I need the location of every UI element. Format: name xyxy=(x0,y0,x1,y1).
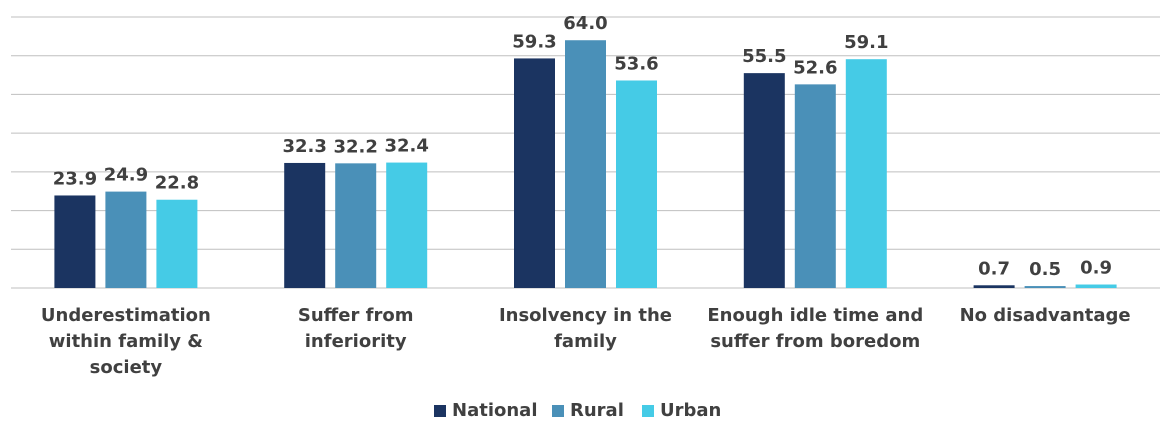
data-label: 32.4 xyxy=(384,136,428,157)
data-label: 53.6 xyxy=(614,53,658,74)
data-label: 23.9 xyxy=(53,168,97,189)
bar xyxy=(514,58,555,288)
bar xyxy=(335,163,377,288)
data-label: 0.5 xyxy=(1029,259,1061,280)
data-label: 59.1 xyxy=(844,32,888,53)
bar xyxy=(973,285,1015,288)
bar xyxy=(156,199,198,288)
data-label: 32.3 xyxy=(282,136,326,157)
bar xyxy=(845,59,887,288)
bar xyxy=(1024,286,1066,288)
x-tick-label: Suffer from inferiority xyxy=(297,305,414,352)
data-label: 52.6 xyxy=(793,57,837,78)
legend-label: National xyxy=(452,400,537,421)
data-label: 55.5 xyxy=(742,46,786,67)
legend-label: Urban xyxy=(660,400,721,421)
bar xyxy=(616,80,657,289)
data-label: 0.7 xyxy=(978,258,1010,279)
data-label: 22.8 xyxy=(155,173,199,194)
bar xyxy=(743,73,785,288)
legend-swatch xyxy=(552,405,564,417)
data-label: 0.9 xyxy=(1080,258,1112,279)
x-tick-label: Enough idle time and suffer from boredom xyxy=(707,305,924,352)
data-label: 59.3 xyxy=(512,31,556,52)
bar xyxy=(386,162,428,288)
data-label: 24.9 xyxy=(104,165,148,186)
bar xyxy=(284,162,326,288)
legend-label: Rural xyxy=(570,400,624,421)
data-label: 32.2 xyxy=(333,136,377,157)
legend-swatch xyxy=(434,405,446,417)
x-tick-label: No disadvantage xyxy=(959,305,1131,326)
legend-swatch xyxy=(642,405,654,417)
bar xyxy=(565,40,606,288)
bar xyxy=(1075,284,1117,288)
data-label: 64.0 xyxy=(563,13,607,34)
x-tick-label: Underestimation within family & society xyxy=(40,305,211,378)
bar xyxy=(794,84,836,288)
bar xyxy=(105,191,147,288)
x-tick-label: Insolvency in the family xyxy=(498,305,673,352)
bar xyxy=(54,195,96,288)
